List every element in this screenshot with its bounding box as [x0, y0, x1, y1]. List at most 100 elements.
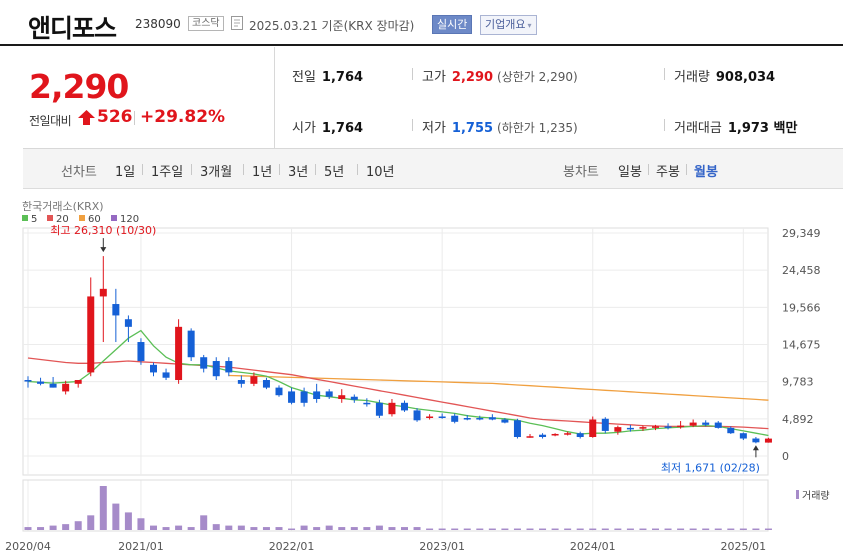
x-tick-label: 2021/01 — [118, 540, 164, 553]
volume-bar — [463, 528, 471, 530]
period-1w[interactable]: 1주일 — [151, 165, 184, 180]
low-arrowhead-icon — [752, 445, 759, 451]
period-10y[interactable]: 10년 — [366, 165, 395, 180]
candle — [212, 357, 220, 381]
volume-bar — [614, 528, 622, 530]
y-tick-label: 29,349 — [782, 227, 821, 240]
candle — [664, 423, 672, 430]
candle — [225, 357, 233, 377]
divider — [279, 164, 280, 175]
quote-summary: 2,290 전일대비 526 +29.82% 전일 1,764 고가 2,290 (상… — [23, 47, 843, 149]
candle — [501, 418, 509, 424]
stock-chart[interactable]: 한국거래소(KRX) 5 20 60 120 29,349 24,458 19,566 14… — [0, 195, 843, 560]
up-arrow-icon — [78, 110, 95, 125]
x-tick-label: 2023/01 — [419, 540, 465, 553]
ma60-line — [228, 374, 769, 401]
candle-body — [589, 419, 597, 438]
candle-body — [288, 391, 296, 403]
candle — [62, 380, 70, 395]
candle-body — [463, 418, 471, 420]
legend-swatch-5 — [22, 215, 28, 221]
period-5y[interactable]: 5년 — [324, 165, 345, 180]
volume-bar — [37, 527, 45, 530]
price-plot-border — [22, 227, 769, 476]
volume-bar — [24, 527, 32, 530]
candle — [463, 414, 471, 421]
volume-bar — [664, 528, 672, 530]
volume-bar — [727, 528, 735, 530]
volume-bar — [225, 525, 233, 530]
legend-label-120: 120 — [120, 214, 139, 225]
prev-close-cell: 전일 1,764 — [292, 66, 363, 85]
volume-bar — [325, 525, 333, 530]
volume-bar — [601, 528, 609, 530]
low-label: 저가 — [422, 121, 446, 136]
annotations: 최고 26,310 (10/30) 최저 1,671 (02/28) — [50, 224, 760, 474]
period-selector: 선차트 1일 1주일 3개월 1년 3년 5년 10년 봉차트 일봉 주봉 월봉 — [23, 149, 843, 189]
divider — [191, 164, 192, 175]
candle-body — [237, 380, 245, 384]
candle-body — [200, 357, 208, 369]
candle — [702, 420, 710, 427]
volume-bars — [24, 486, 772, 530]
volume-bar — [350, 527, 358, 530]
candle — [99, 256, 107, 343]
document-icon[interactable] — [231, 16, 243, 30]
change-rate: +29.82% — [140, 107, 226, 127]
candle — [200, 354, 208, 373]
candle — [576, 431, 584, 439]
candle-body — [350, 396, 358, 400]
candle-body — [476, 418, 484, 420]
high-value: 2,290 — [451, 70, 494, 85]
candle-body — [388, 402, 396, 415]
candle — [250, 372, 258, 387]
prev-close-label: 전일 — [292, 70, 316, 85]
candle — [112, 288, 120, 343]
volume-bar — [564, 528, 572, 530]
legend-label-60: 60 — [88, 214, 101, 225]
period-3y[interactable]: 3년 — [288, 165, 309, 180]
high-cell: 고가 2,290 (상한가 2,290) — [422, 66, 578, 85]
y-tick-label: 19,566 — [782, 301, 821, 314]
candle-body — [74, 380, 82, 384]
candlestick-chart[interactable]: 한국거래소(KRX) 5 20 60 120 29,349 24,458 19,566 14… — [0, 195, 843, 560]
candle — [237, 375, 245, 388]
volume-bar — [689, 528, 697, 530]
candle — [363, 398, 371, 407]
period-daily[interactable]: 일봉 — [618, 165, 642, 180]
amount-value: 1,973 백만 — [727, 121, 798, 136]
candle-body — [112, 304, 120, 316]
candle-body — [501, 419, 509, 423]
divider — [664, 68, 665, 80]
volume-bar — [476, 528, 484, 530]
period-1d[interactable]: 1일 — [115, 165, 136, 180]
period-3m[interactable]: 3개월 — [200, 165, 233, 180]
volume-bar — [413, 527, 421, 530]
candle-body — [551, 433, 559, 436]
volume-bar — [739, 528, 747, 530]
candle-body — [526, 436, 534, 438]
y-tick-label: 14,675 — [782, 338, 821, 351]
candle — [551, 433, 559, 437]
candle — [626, 424, 634, 432]
moving-averages — [27, 329, 769, 437]
candle-body — [727, 427, 735, 434]
candle — [137, 338, 145, 365]
x-tick-label: 2020/04 — [5, 540, 51, 553]
period-1y[interactable]: 1년 — [252, 165, 273, 180]
as-of-date: 2025.03.21 기준(KRX 장마감) — [249, 19, 415, 33]
divider — [243, 164, 244, 175]
realtime-button[interactable]: 실시간 — [432, 15, 473, 34]
candle — [262, 377, 270, 390]
company-overview-button[interactable]: 기업개요 ▾ — [480, 15, 537, 35]
candle — [526, 433, 534, 438]
period-weekly[interactable]: 주봉 — [656, 165, 680, 180]
candle — [739, 432, 747, 441]
candle-body — [401, 402, 408, 411]
volume-bar — [639, 528, 647, 530]
period-monthly[interactable]: 월봉 — [694, 165, 718, 180]
volume-bar — [262, 527, 270, 530]
change-label: 전일대비 — [29, 114, 72, 128]
y-tick-label: 9,783 — [782, 376, 814, 389]
volume-bar — [49, 525, 57, 530]
